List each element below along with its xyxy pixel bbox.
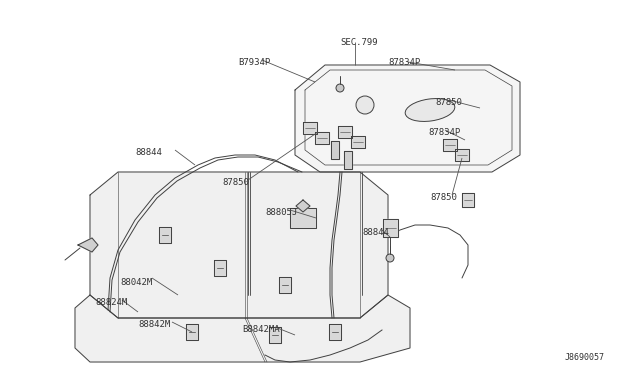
Polygon shape [329,324,341,340]
Circle shape [386,254,394,262]
Polygon shape [344,151,352,169]
Text: 88042M: 88042M [120,278,152,287]
Polygon shape [383,219,397,237]
Text: B7934P: B7934P [238,58,270,67]
Polygon shape [269,327,281,343]
Text: 88805J: 88805J [265,208,297,217]
Polygon shape [90,172,388,318]
Text: 88844: 88844 [362,228,389,237]
Text: 88844: 88844 [135,148,162,157]
Circle shape [336,84,344,92]
Polygon shape [159,227,171,243]
Polygon shape [455,149,469,161]
Polygon shape [78,238,98,252]
Polygon shape [443,139,457,151]
Text: 88824M: 88824M [95,298,127,307]
Polygon shape [351,136,365,148]
Polygon shape [295,65,520,172]
Polygon shape [296,200,310,212]
Ellipse shape [405,99,455,121]
Polygon shape [214,260,226,276]
Polygon shape [331,141,339,159]
Polygon shape [279,277,291,293]
Text: 87834P: 87834P [428,128,460,137]
Polygon shape [462,193,474,207]
Polygon shape [338,126,352,138]
Text: B8842MA: B8842MA [242,325,280,334]
Polygon shape [186,324,198,340]
Text: 87850: 87850 [435,98,462,107]
Text: 87850: 87850 [430,193,457,202]
Text: 88842M: 88842M [138,320,170,329]
Polygon shape [290,208,316,228]
Polygon shape [315,132,329,144]
Text: 87850: 87850 [222,178,249,187]
Text: SEC.799: SEC.799 [340,38,378,47]
Circle shape [356,96,374,114]
Text: J8690057: J8690057 [565,353,605,362]
Text: 87834P: 87834P [388,58,420,67]
Polygon shape [75,295,410,362]
Polygon shape [303,122,317,134]
